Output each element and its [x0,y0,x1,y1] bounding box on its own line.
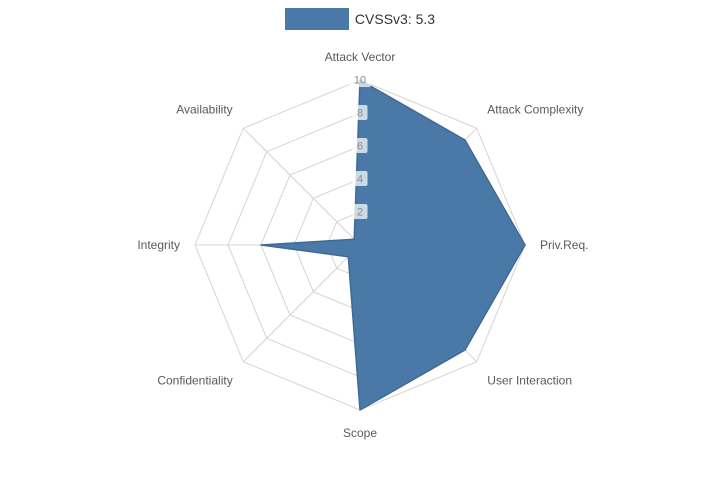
legend-label: CVSSv3: 5.3 [354,11,436,27]
tick-label: 4 [357,174,363,186]
legend-swatch [284,8,349,30]
axis-label-integrity: Integrity [137,238,180,252]
grid-spoke [242,244,361,363]
tick-label: 10 [354,75,366,87]
axis-label-attack-complexity: Attack Complexity [487,103,583,117]
axis-label-attack-vector: Attack Vector [325,50,396,64]
legend[interactable]: CVSSv3: 5.3 [0,8,720,30]
grid-spoke [242,127,361,246]
tick-label: 2 [357,207,363,219]
series-polygon-cvssv3-5-3 [260,79,526,411]
axis-label-availability: Availability [176,103,232,117]
tick-label-box [352,204,368,219]
tick-label-box [349,72,371,87]
axis-label-scope: Scope [343,426,377,440]
tick-label: 8 [357,108,363,120]
tick-label-box [352,171,368,186]
tick-label: 6 [357,141,363,153]
axis-label-priv-req: Priv.Req. [540,238,588,252]
tick-label-box [352,105,368,120]
tick-label-box [352,138,368,153]
axis-label-confidentiality: Confidentiality [157,373,232,387]
axis-label-user-interaction: User Interaction [487,373,572,387]
